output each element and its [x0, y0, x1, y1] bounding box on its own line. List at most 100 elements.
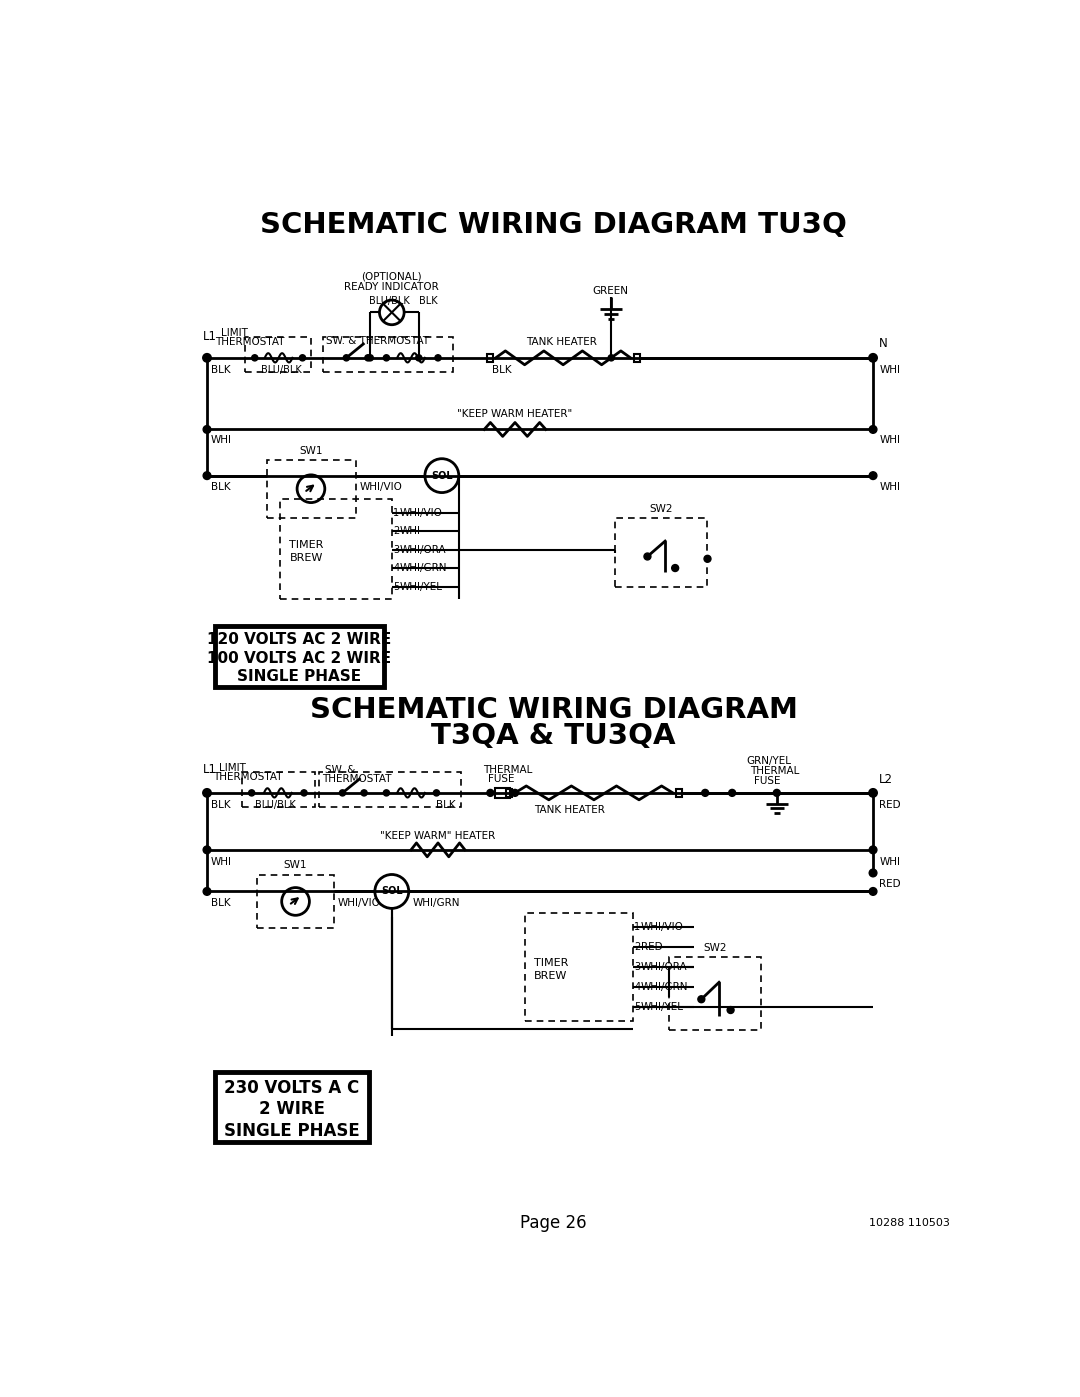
Bar: [257, 875, 334, 929]
Text: BLK: BLK: [211, 365, 230, 376]
Text: 4: 4: [634, 982, 640, 992]
Circle shape: [868, 353, 877, 362]
Text: L1: L1: [203, 763, 217, 777]
Text: BLK: BLK: [211, 898, 230, 908]
Circle shape: [512, 789, 518, 796]
Text: SCHEMATIC WIRING DIAGRAM: SCHEMATIC WIRING DIAGRAM: [310, 697, 797, 725]
Text: TIMER: TIMER: [535, 958, 569, 968]
Bar: [280, 499, 392, 599]
Text: 5: 5: [634, 1002, 640, 1011]
Circle shape: [301, 789, 307, 796]
Text: 120 VOLTS AC 2 WIRE: 120 VOLTS AC 2 WIRE: [207, 633, 392, 647]
Circle shape: [672, 564, 678, 571]
Text: "KEEP WARM" HEATER: "KEEP WARM" HEATER: [380, 831, 496, 841]
Text: 230 VOLTS A C: 230 VOLTS A C: [224, 1078, 360, 1097]
Circle shape: [729, 789, 735, 796]
Text: FUSE: FUSE: [754, 777, 780, 787]
Text: SW. & THERMOSTAT: SW. & THERMOSTAT: [326, 335, 430, 346]
Text: BLK: BLK: [211, 800, 230, 810]
Text: WHI/GRN: WHI/GRN: [413, 898, 460, 908]
Text: WHI: WHI: [400, 527, 420, 536]
Text: WHI/VIO: WHI/VIO: [400, 507, 443, 518]
Bar: [215, 1073, 368, 1141]
Text: LIMIT: LIMIT: [218, 763, 245, 774]
Circle shape: [487, 789, 494, 796]
Circle shape: [644, 553, 651, 560]
Text: SOL: SOL: [381, 887, 403, 897]
Text: L1: L1: [203, 330, 217, 342]
Text: SINGLE PHASE: SINGLE PHASE: [238, 669, 362, 685]
Text: TANK HEATER: TANK HEATER: [535, 805, 605, 814]
Bar: [215, 626, 384, 687]
Bar: [495, 788, 511, 798]
Circle shape: [608, 355, 615, 360]
Bar: [242, 773, 314, 806]
Circle shape: [869, 472, 877, 479]
Text: WHI/VIO: WHI/VIO: [360, 482, 403, 492]
Circle shape: [773, 789, 780, 796]
Text: 2 WIRE: 2 WIRE: [259, 1101, 325, 1119]
Text: WHI/ORA: WHI/ORA: [400, 545, 446, 555]
Text: FUSE: FUSE: [488, 774, 514, 784]
Text: WHI/VIO: WHI/VIO: [338, 898, 381, 908]
Text: 10288 110503: 10288 110503: [869, 1218, 950, 1228]
Bar: [245, 337, 311, 372]
Text: 3: 3: [393, 545, 400, 555]
Circle shape: [203, 353, 212, 362]
Text: Page 26: Page 26: [521, 1214, 586, 1232]
Circle shape: [702, 789, 708, 796]
Circle shape: [868, 789, 877, 798]
Circle shape: [383, 789, 390, 796]
Bar: [616, 518, 707, 587]
Circle shape: [383, 355, 390, 360]
Text: 5: 5: [393, 581, 400, 591]
Bar: [323, 337, 454, 372]
Text: THERMAL: THERMAL: [750, 767, 799, 777]
Circle shape: [704, 556, 711, 562]
Text: BREW: BREW: [289, 553, 323, 563]
Text: L2: L2: [879, 773, 893, 785]
Text: T3QA & TU3QA: T3QA & TU3QA: [431, 722, 676, 750]
Text: SINGLE PHASE: SINGLE PHASE: [224, 1122, 360, 1140]
Circle shape: [299, 355, 306, 360]
Bar: [486, 353, 492, 362]
Bar: [505, 789, 512, 796]
Text: WHI/YEL: WHI/YEL: [640, 1002, 684, 1011]
Circle shape: [698, 996, 705, 1003]
Circle shape: [367, 355, 374, 360]
Text: 4: 4: [393, 563, 400, 573]
Text: GRN/YEL: GRN/YEL: [746, 756, 791, 766]
Text: WHI: WHI: [211, 858, 232, 868]
Text: SOL: SOL: [431, 471, 453, 481]
Text: WHI/GRN: WHI/GRN: [400, 563, 447, 573]
Text: WHI: WHI: [879, 858, 901, 868]
Circle shape: [365, 355, 372, 360]
Text: BLU/BLK: BLU/BLK: [261, 365, 301, 376]
Text: WHI/YEL: WHI/YEL: [400, 581, 443, 591]
Circle shape: [435, 355, 441, 360]
Circle shape: [433, 789, 440, 796]
Bar: [669, 957, 761, 1030]
Circle shape: [203, 789, 212, 798]
Text: WHI/GRN: WHI/GRN: [640, 982, 688, 992]
Text: SW. &: SW. &: [325, 764, 355, 775]
Text: SCHEMATIC WIRING DIAGRAM TU3Q: SCHEMATIC WIRING DIAGRAM TU3Q: [260, 211, 847, 239]
Circle shape: [203, 472, 211, 479]
Circle shape: [869, 426, 877, 433]
Bar: [267, 460, 355, 518]
Text: 1: 1: [634, 922, 640, 932]
Text: THERMOSTAT: THERMOSTAT: [213, 773, 283, 782]
Text: THERMOSTAT: THERMOSTAT: [323, 774, 392, 784]
Text: RED: RED: [640, 942, 662, 951]
Text: READY INDICATOR: READY INDICATOR: [345, 282, 440, 292]
Text: RED: RED: [879, 879, 901, 888]
Text: BLU/BLK: BLU/BLK: [255, 800, 296, 810]
Circle shape: [203, 426, 211, 433]
Circle shape: [869, 847, 877, 854]
Text: LIMIT: LIMIT: [220, 328, 247, 338]
Circle shape: [343, 355, 350, 360]
Text: WHI: WHI: [879, 482, 901, 492]
Circle shape: [869, 869, 877, 877]
Text: SW1: SW1: [284, 861, 308, 870]
Text: "KEEP WARM HEATER": "KEEP WARM HEATER": [457, 409, 572, 419]
